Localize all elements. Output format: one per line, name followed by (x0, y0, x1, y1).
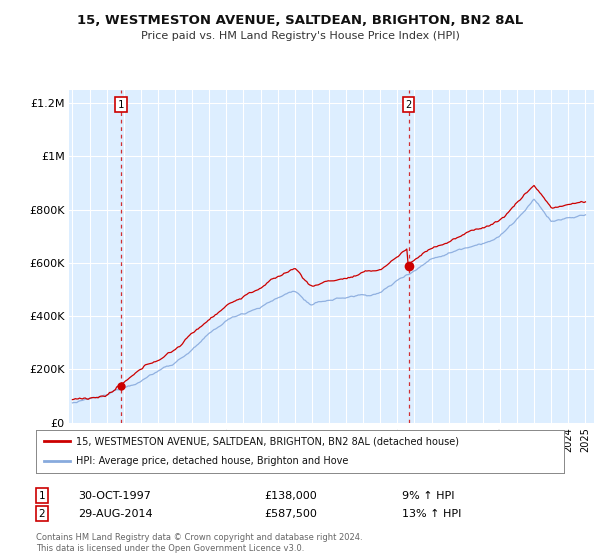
Text: 2: 2 (406, 100, 412, 110)
Text: 1: 1 (38, 491, 46, 501)
Text: 30-OCT-1997: 30-OCT-1997 (78, 491, 151, 501)
Text: £587,500: £587,500 (264, 508, 317, 519)
Text: 29-AUG-2014: 29-AUG-2014 (78, 508, 152, 519)
Text: 15, WESTMESTON AVENUE, SALTDEAN, BRIGHTON, BN2 8AL: 15, WESTMESTON AVENUE, SALTDEAN, BRIGHTO… (77, 14, 523, 27)
Text: Contains HM Land Registry data © Crown copyright and database right 2024.
This d: Contains HM Land Registry data © Crown c… (36, 533, 362, 553)
Text: 2: 2 (38, 508, 46, 519)
Text: 15, WESTMESTON AVENUE, SALTDEAN, BRIGHTON, BN2 8AL (detached house): 15, WESTMESTON AVENUE, SALTDEAN, BRIGHTO… (76, 436, 458, 446)
Text: 13% ↑ HPI: 13% ↑ HPI (402, 508, 461, 519)
Text: 1: 1 (118, 100, 124, 110)
Text: Price paid vs. HM Land Registry's House Price Index (HPI): Price paid vs. HM Land Registry's House … (140, 31, 460, 41)
Text: 9% ↑ HPI: 9% ↑ HPI (402, 491, 455, 501)
Text: £138,000: £138,000 (264, 491, 317, 501)
Text: HPI: Average price, detached house, Brighton and Hove: HPI: Average price, detached house, Brig… (76, 456, 348, 466)
